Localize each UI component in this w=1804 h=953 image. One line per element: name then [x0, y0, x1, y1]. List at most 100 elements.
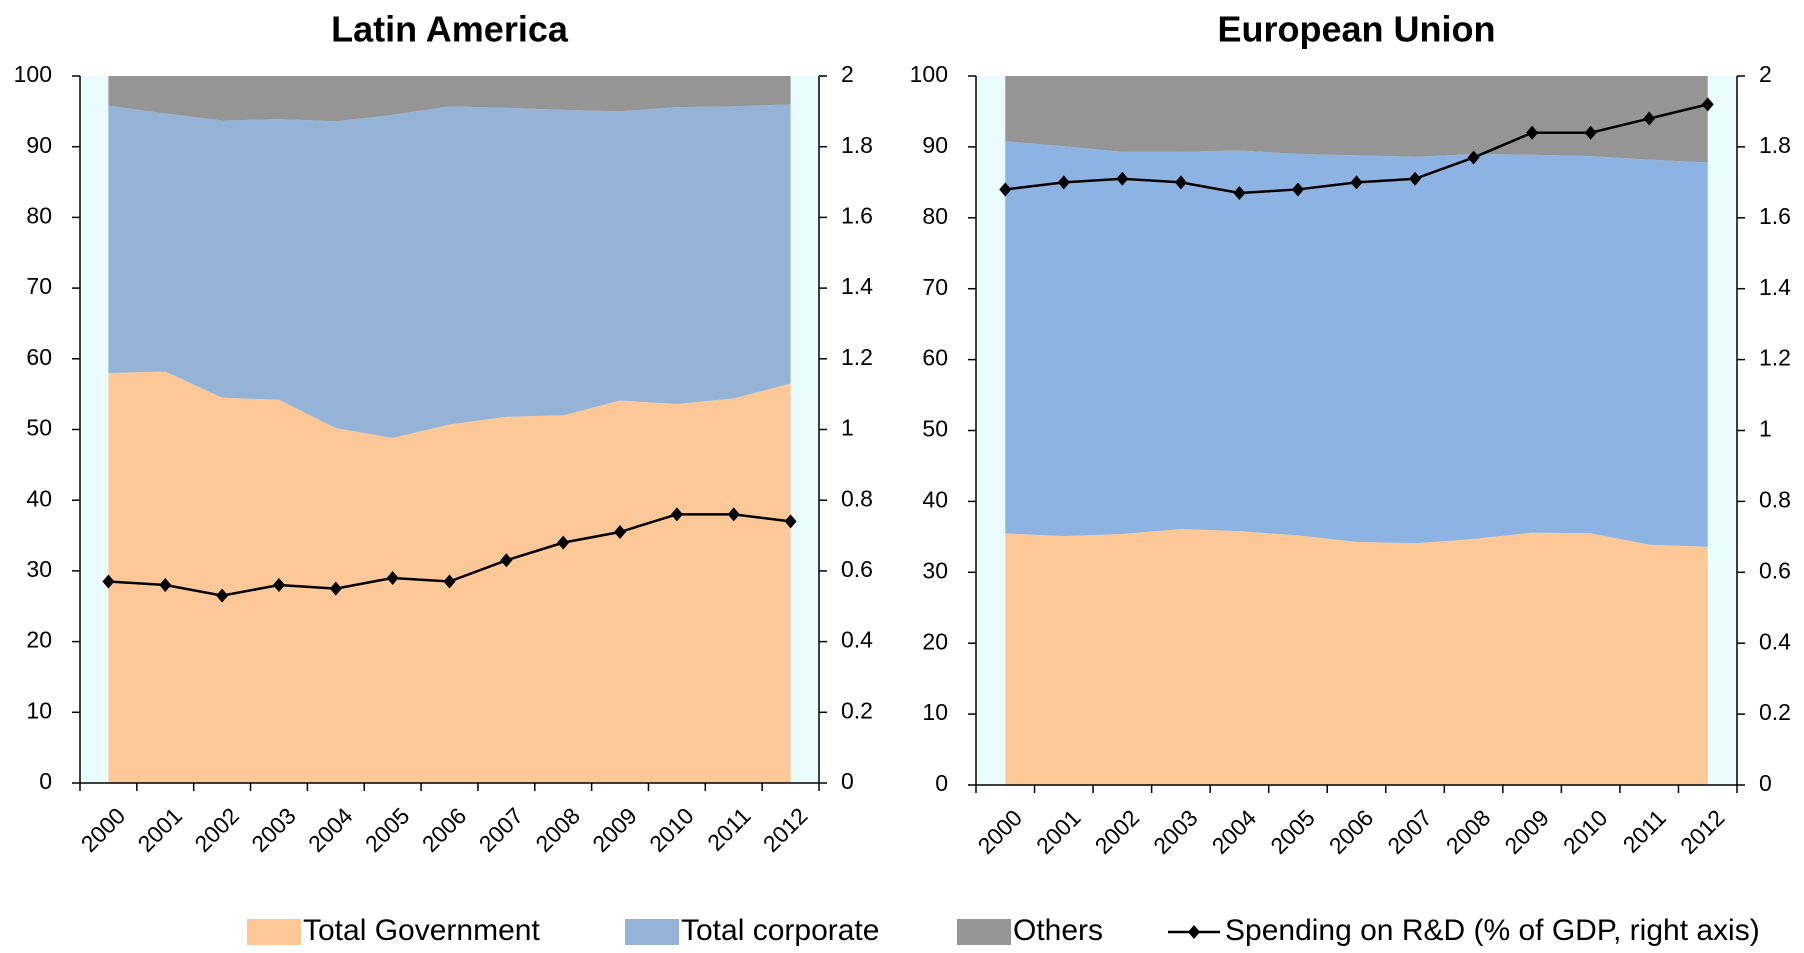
y-tick-label: 10 [26, 697, 52, 723]
marker [1057, 175, 1070, 190]
y2-tick-label: 0 [841, 768, 854, 794]
x-tick-label: 2001 [1031, 804, 1086, 859]
y-tick-label: 30 [26, 556, 52, 582]
x-tick-label: 2004 [303, 802, 358, 857]
marker [1291, 182, 1304, 197]
y-tick-label: 60 [922, 345, 948, 371]
y2-tick-label: 1.6 [841, 202, 873, 228]
x-tick-label: 2011 [702, 802, 755, 855]
y-tick-label: 10 [922, 699, 948, 725]
y2-tick-label: 1 [841, 415, 854, 441]
y2-tick-label: 1.4 [841, 273, 873, 299]
y-tick-label: 50 [922, 416, 948, 442]
x-tick-label: 2006 [1324, 804, 1379, 859]
marker [443, 574, 456, 589]
y2-tick-label: 0.4 [841, 627, 873, 653]
x-tick-label: 2000 [76, 802, 131, 857]
y2-tick-label: 0 [1759, 770, 1772, 796]
y-tick-label: 20 [922, 628, 948, 654]
y-tick-label: 70 [26, 273, 52, 299]
y2-tick-label: 0.8 [841, 485, 873, 511]
x-tick-label: 2009 [1499, 804, 1554, 859]
y2-tick-label: 1.4 [1759, 274, 1791, 300]
x-tick-label: 2000 [973, 804, 1028, 859]
x-tick-label: 2004 [1207, 804, 1262, 859]
y2-tick-label: 1.2 [1759, 345, 1791, 371]
y2-tick-label: 1.2 [841, 344, 873, 370]
marker [1643, 111, 1656, 126]
y-tick-label: 80 [26, 202, 52, 228]
y2-tick-label: 1.6 [1759, 203, 1791, 229]
y2-tick-label: 0.6 [841, 556, 873, 582]
marker [1350, 175, 1363, 190]
x-tick-label: 2001 [133, 802, 188, 857]
y2-tick-label: 0.6 [1759, 557, 1791, 583]
x-tick-label: 2008 [1441, 804, 1496, 859]
y-tick-label: 50 [26, 415, 52, 441]
y-tick-label: 90 [922, 132, 948, 158]
y2-tick-label: 0.8 [1759, 486, 1791, 512]
marker [727, 507, 740, 522]
legend-label: Total Government [303, 914, 540, 947]
y2-tick-label: 0.2 [841, 697, 873, 723]
marker [614, 525, 627, 540]
x-tick-label: 2009 [587, 802, 642, 857]
area [108, 76, 791, 122]
marker [1584, 125, 1597, 140]
x-tick-label: 2003 [246, 802, 301, 857]
marker [557, 535, 570, 550]
x-tick-label: 2005 [360, 802, 415, 857]
y-tick-label: 100 [910, 61, 948, 87]
legend-swatch [957, 919, 1011, 945]
y2-tick-label: 2 [841, 61, 854, 87]
y-tick-label: 70 [922, 274, 948, 300]
y-tick-label: 60 [26, 344, 52, 370]
marker [216, 588, 229, 603]
y-tick-label: 100 [14, 61, 52, 87]
x-tick-label: 2002 [189, 802, 244, 857]
marker [784, 514, 797, 529]
y-tick-label: 0 [39, 768, 52, 794]
legend-label: Total corporate [681, 914, 879, 947]
marker [670, 507, 683, 522]
marker [1116, 171, 1129, 186]
x-tick-label: 2008 [530, 802, 585, 857]
y-tick-label: 90 [26, 132, 52, 158]
x-tick-label: 2003 [1148, 804, 1203, 859]
x-tick-label: 2007 [1382, 804, 1437, 859]
area [1005, 141, 1708, 547]
x-tick-label: 2011 [1618, 804, 1671, 857]
area [108, 104, 791, 438]
x-tick-label: 2012 [758, 802, 813, 857]
x-tick-label: 2012 [1675, 804, 1730, 859]
marker [999, 182, 1012, 197]
y-tick-label: 30 [922, 557, 948, 583]
marker [102, 574, 115, 589]
y-tick-label: 20 [26, 627, 52, 653]
legend-marker [1188, 925, 1200, 939]
legend-label: Others [1013, 914, 1103, 947]
x-tick-label: 2006 [417, 802, 472, 857]
marker [1409, 171, 1422, 186]
marker [329, 581, 342, 596]
marker [500, 553, 513, 568]
y-tick-label: 40 [26, 485, 52, 511]
y2-tick-label: 1.8 [1759, 132, 1791, 158]
y-tick-label: 80 [922, 203, 948, 229]
x-tick-label: 2010 [644, 802, 699, 857]
y2-tick-label: 2 [1759, 61, 1772, 87]
y2-tick-label: 0.2 [1759, 699, 1791, 725]
marker [1701, 97, 1714, 112]
legend-swatch [625, 919, 679, 945]
area [1005, 529, 1708, 785]
marker [386, 570, 399, 585]
marker [1467, 150, 1480, 165]
chart-title: Latin America [331, 9, 569, 50]
y-tick-label: 40 [922, 486, 948, 512]
marker [272, 578, 285, 593]
y2-tick-label: 0.4 [1759, 628, 1791, 654]
y2-tick-label: 1 [1759, 416, 1772, 442]
y-tick-label: 0 [935, 770, 948, 796]
marker [159, 578, 172, 593]
